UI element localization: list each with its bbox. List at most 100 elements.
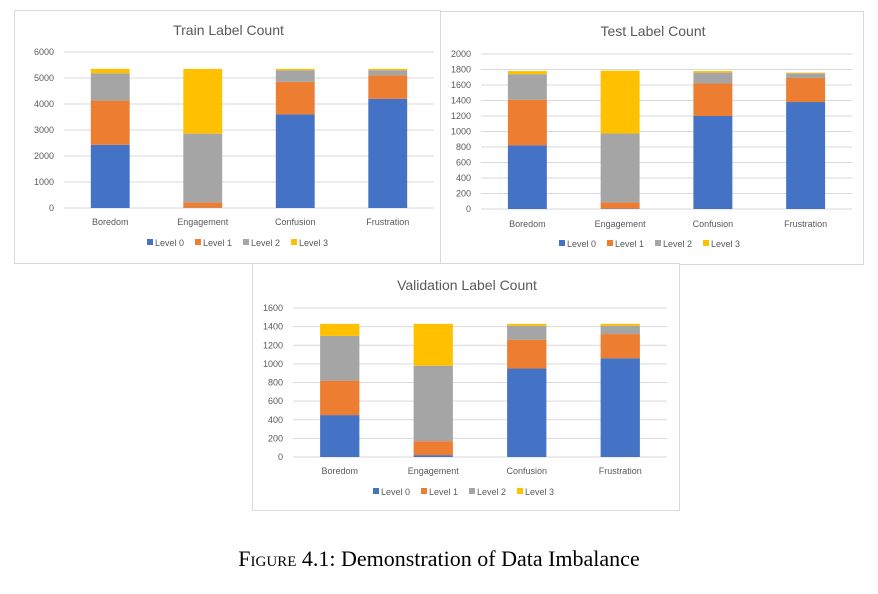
legend-swatch-level-2 — [655, 240, 661, 246]
y-tick-label: 1000 — [34, 177, 54, 187]
x-category-label: Engagement — [177, 217, 229, 227]
bar-boredom-level-2 — [507, 74, 547, 100]
y-tick-label: 1200 — [451, 111, 471, 121]
bar-confusion-level-3 — [693, 71, 733, 73]
bar-engagement-level-1 — [600, 202, 640, 209]
bar-frustration-level-0 — [600, 358, 640, 457]
figure-caption: Figure 4.1: Demonstration of Data Imbala… — [0, 546, 878, 572]
bar-engagement-level-2 — [183, 133, 223, 203]
bar-confusion-level-0 — [275, 114, 315, 208]
y-tick-label: 800 — [456, 142, 471, 152]
train-label-count-svg: Train Label Count 0 1000 2000 3000 4000 5000 60… — [34, 22, 434, 248]
y-tick-label: 5000 — [34, 73, 54, 83]
test-label-count-svg: Test Label Count 0 200 400 600 800 1000 1200 140… — [451, 23, 852, 249]
chart-title: Validation Label Count — [397, 277, 537, 293]
bar-engagement-level-3 — [600, 70, 640, 134]
y-tick-label: 1800 — [451, 65, 471, 75]
x-category-label: Boredom — [509, 219, 546, 229]
bar-confusion-level-3 — [275, 68, 315, 71]
legend-label-level-2: Level 2 — [477, 487, 506, 497]
bar-frustration-level-2 — [368, 70, 408, 76]
bar-engagement-level-3 — [183, 68, 223, 134]
bar-confusion-level-0 — [693, 116, 733, 209]
y-tick-label: 2000 — [34, 151, 54, 161]
chart-title: Train Label Count — [173, 22, 284, 38]
bar-boredom-level-0 — [90, 144, 130, 208]
bar-frustration-level-2 — [786, 73, 826, 79]
bar-boredom-level-3 — [507, 71, 547, 75]
test-label-count-chart: Test Label Count 0 200 400 600 800 1000 1200 140… — [440, 11, 864, 265]
bar-frustration-level-3 — [786, 72, 826, 74]
y-tick-label: 0 — [49, 203, 54, 213]
y-tick-label: 4000 — [34, 99, 54, 109]
y-tick-label: 0 — [466, 204, 471, 214]
x-category-label: Boredom — [321, 466, 358, 476]
bar-boredom-level-1 — [90, 100, 130, 145]
bar-boredom-level-3 — [320, 323, 360, 336]
x-category-label: Confusion — [275, 217, 316, 227]
y-tick-label: 200 — [456, 189, 471, 199]
bar-engagement-level-3 — [413, 323, 453, 366]
legend-swatch-level-0 — [373, 488, 379, 494]
validation-label-count-svg: Validation Label Count 0 200 400 600 800 1000 1… — [263, 277, 667, 497]
x-category-label: Confusion — [693, 219, 734, 229]
legend-label-level-1: Level 1 — [203, 238, 232, 248]
legend-swatch-level-1 — [421, 488, 427, 494]
y-tick-label: 1000 — [263, 359, 283, 369]
x-category-label: Boredom — [92, 217, 129, 227]
bar-boredom-level-0 — [320, 415, 360, 457]
bar-engagement-level-0 — [413, 455, 453, 457]
legend-swatch-level-2 — [469, 488, 475, 494]
legend-label-level-1: Level 1 — [429, 487, 458, 497]
figure-caption-text: Demonstration of Data Imbalance — [340, 546, 640, 571]
bar-confusion-level-3 — [507, 323, 547, 326]
x-category-label: Engagement — [595, 219, 647, 229]
bar-frustration-level-0 — [786, 102, 826, 209]
legend-swatch-level-3 — [291, 239, 297, 245]
bar-frustration-level-0 — [368, 98, 408, 208]
train-label-count-chart: Train Label Count 0 1000 2000 3000 4000 5000 60… — [14, 10, 441, 264]
bar-confusion-level-2 — [275, 70, 315, 82]
y-tick-label: 6000 — [34, 47, 54, 57]
legend-swatch-level-1 — [607, 240, 613, 246]
x-category-label: Frustration — [599, 466, 642, 476]
bar-engagement-level-1 — [413, 441, 453, 456]
bar-frustration-level-3 — [368, 68, 408, 71]
bar-confusion-level-1 — [275, 81, 315, 115]
legend-label-level-2: Level 2 — [251, 238, 280, 248]
x-category-label: Engagement — [408, 466, 460, 476]
bar-frustration-level-1 — [368, 75, 408, 99]
legend-label-level-1: Level 1 — [615, 239, 644, 249]
legend-swatch-level-3 — [703, 240, 709, 246]
bar-frustration-level-1 — [786, 78, 826, 103]
legend-swatch-level-0 — [559, 240, 565, 246]
legend-label-level-3: Level 3 — [299, 238, 328, 248]
y-tick-label: 1200 — [263, 340, 283, 350]
y-tick-label: 400 — [268, 415, 283, 425]
legend-swatch-level-3 — [517, 488, 523, 494]
bar-boredom-level-1 — [320, 380, 360, 416]
y-tick-label: 1400 — [263, 322, 283, 332]
y-tick-label: 2000 — [451, 49, 471, 59]
legend-swatch-level-0 — [147, 239, 153, 245]
bar-boredom-level-2 — [320, 335, 360, 381]
legend-label-level-0: Level 0 — [381, 487, 410, 497]
bar-boredom-level-0 — [507, 145, 547, 209]
legend-label-level-0: Level 0 — [155, 238, 184, 248]
x-category-label: Confusion — [506, 466, 547, 476]
y-tick-label: 600 — [456, 158, 471, 168]
bar-boredom-level-3 — [90, 68, 130, 74]
y-tick-label: 0 — [278, 452, 283, 462]
x-category-label: Frustration — [366, 217, 409, 227]
bar-boredom-level-1 — [507, 99, 547, 146]
y-tick-label: 800 — [268, 378, 283, 388]
legend-swatch-level-2 — [243, 239, 249, 245]
legend-label-level-3: Level 3 — [525, 487, 554, 497]
bar-confusion-level-1 — [507, 339, 547, 369]
legend-label-level-2: Level 2 — [663, 239, 692, 249]
legend-label-level-3: Level 3 — [711, 239, 740, 249]
validation-label-count-chart: Validation Label Count 0 200 400 600 800 1000 1… — [252, 263, 680, 511]
bar-frustration-level-2 — [600, 325, 640, 335]
y-tick-label: 1400 — [451, 96, 471, 106]
y-tick-label: 200 — [268, 433, 283, 443]
